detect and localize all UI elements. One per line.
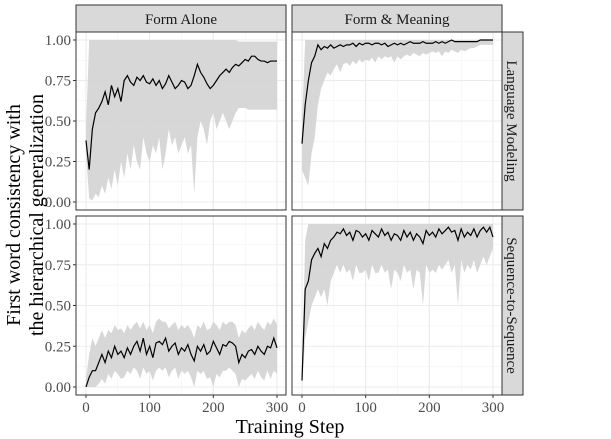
- y-tick-label: 0.00: [45, 195, 71, 211]
- row-strip-label: Sequence-to-Sequence: [503, 237, 519, 374]
- y-axis-title-line-2: the hierarchical generalization: [26, 94, 48, 336]
- x-tick-label: 0: [82, 400, 90, 416]
- y-tick-label: 1.00: [45, 33, 71, 49]
- x-tick-label: 200: [202, 400, 225, 416]
- y-tick-label: 0.25: [45, 339, 71, 355]
- y-tick-label: 0.50: [45, 299, 71, 315]
- column-strip: [75, 4, 287, 33]
- x-tick-label: 100: [354, 400, 377, 416]
- y-axis-title-line-1: First word consistency with: [3, 104, 25, 326]
- column-strip-label: Form Alone: [145, 12, 217, 28]
- row-strip: [501, 31, 524, 211]
- column-strip-label: Form & Meaning: [345, 12, 450, 28]
- x-tick-label: 300: [266, 400, 289, 416]
- confidence-ribbon: [302, 224, 493, 387]
- y-tick-label: 0.00: [45, 380, 71, 396]
- mean-line: [301, 225, 494, 381]
- row-strip: [501, 215, 524, 396]
- mean-line: [85, 55, 277, 170]
- x-tick-label: 300: [482, 400, 505, 416]
- confidence-ribbon: [302, 40, 493, 186]
- row-strip-label: Language Modeling: [503, 60, 519, 182]
- confidence-ribbon: [86, 318, 277, 387]
- mean-line: [85, 336, 278, 388]
- x-tick-label: 200: [418, 400, 441, 416]
- y-tick-label: 0.75: [45, 258, 71, 274]
- x-tick-label: 100: [138, 400, 161, 416]
- x-tick-label: 0: [298, 400, 306, 416]
- confidence-ribbon: [86, 40, 277, 201]
- y-tick-label: 0.50: [45, 114, 71, 130]
- column-strip: [291, 4, 503, 33]
- y-tick-label: 0.25: [45, 155, 71, 171]
- y-tick-label: 1.00: [45, 217, 71, 233]
- mean-line: [301, 39, 493, 144]
- y-tick-label: 0.75: [45, 74, 71, 90]
- x-axis-title: Training Step: [236, 416, 345, 438]
